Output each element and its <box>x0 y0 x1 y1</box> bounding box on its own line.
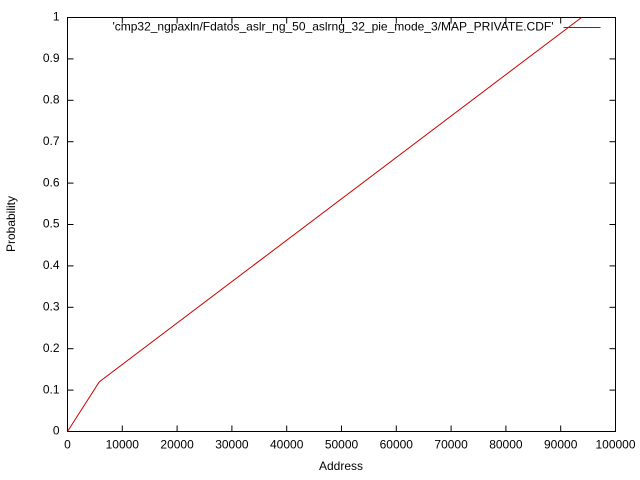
y-tick-label: 0.5 <box>43 217 60 231</box>
x-tick-label: 100000 <box>595 438 635 452</box>
legend-label: 'cmp32_ngpaxln/Fdatos_aslr_ng_50_aslrng_… <box>112 20 553 34</box>
y-tick-label: 0 <box>53 424 60 438</box>
data-line <box>67 17 582 432</box>
x-tick-label: 20000 <box>160 438 194 452</box>
x-tick-label: 50000 <box>325 438 359 452</box>
y-tick-label: 0.8 <box>43 92 60 106</box>
y-tick-label: 0.2 <box>43 341 60 355</box>
x-axis-label: Address <box>319 459 363 473</box>
y-tick-label: 0.6 <box>43 175 60 189</box>
x-tick-label: 70000 <box>434 438 468 452</box>
x-tick-label: 10000 <box>106 438 140 452</box>
x-tick-label: 90000 <box>544 438 578 452</box>
x-tick-label: 80000 <box>489 438 523 452</box>
x-tick-label: 30000 <box>215 438 249 452</box>
y-tick-label: 0.4 <box>43 258 60 272</box>
x-tick-label: 40000 <box>270 438 304 452</box>
x-tick-label: 0 <box>64 438 71 452</box>
x-tick-label: 60000 <box>380 438 414 452</box>
y-tick-label: 0.7 <box>43 134 60 148</box>
y-tick-label: 0.3 <box>43 299 60 313</box>
y-axis-label: Probability <box>4 196 18 252</box>
y-tick-label: 0.9 <box>43 51 60 65</box>
y-tick-label: 1 <box>53 10 60 24</box>
y-tick-label: 0.1 <box>43 382 60 396</box>
